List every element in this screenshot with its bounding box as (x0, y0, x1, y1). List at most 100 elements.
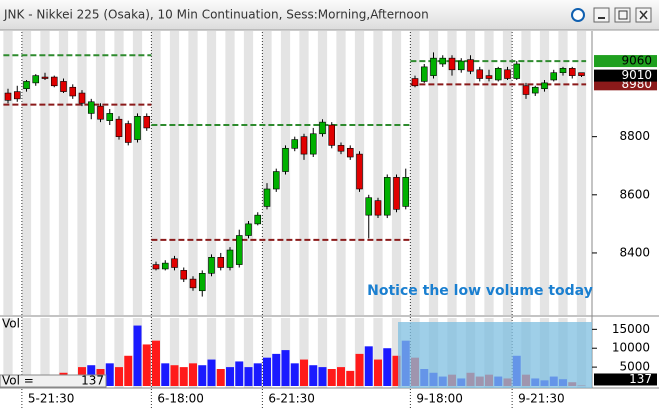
column-stripe (40, 318, 50, 388)
candle-body (439, 57, 447, 65)
last-price-box (594, 69, 657, 82)
y-tick-label: 10000 (612, 341, 650, 355)
link-button[interactable] (571, 8, 585, 22)
volume-bar (235, 361, 244, 386)
candle-body (226, 249, 234, 268)
column-stripe (243, 31, 254, 315)
plot: 5-21:30 6-18:00 6-21:30 9-18:00 9-21:30 8400 8… (0, 32, 657, 410)
highlight-region (398, 322, 592, 388)
candle-body (152, 264, 160, 270)
candle-body (161, 262, 169, 270)
column-stripe (169, 318, 180, 388)
candle-body (171, 258, 178, 268)
column-stripe (95, 318, 106, 388)
column-stripe (225, 31, 235, 315)
volume-readout-label: Vol = (2, 374, 34, 388)
x-tick-label: 9-21:30 (518, 392, 565, 406)
candle-body (448, 57, 456, 71)
column-stripe (206, 31, 217, 315)
candle-body (235, 235, 243, 265)
volume-bar (272, 353, 281, 386)
volume-bar (198, 365, 207, 386)
column-stripe (262, 31, 272, 315)
column-stripe (21, 31, 32, 315)
last-volume-label: 137 (629, 372, 652, 386)
volume-bar (263, 357, 271, 386)
maximize-icon (618, 10, 628, 20)
column-stripe (114, 318, 124, 388)
maximize-button[interactable] (614, 7, 631, 23)
volume-bar (142, 344, 151, 386)
column-stripe (354, 318, 365, 388)
candle-body (550, 72, 558, 81)
volume-bar (355, 353, 364, 386)
y-tick-label: 5000 (619, 360, 650, 374)
minimize-button[interactable] (593, 7, 610, 23)
column-stripe (21, 318, 32, 388)
candle-body (69, 86, 77, 97)
volume-bar (179, 367, 188, 386)
candle-body (300, 136, 308, 155)
candle-body (402, 177, 410, 207)
y-tick-label: 8800 (619, 129, 650, 143)
candle-body (504, 69, 511, 79)
candle-body (272, 171, 280, 190)
y-tick-label: 15000 (612, 322, 650, 336)
column-stripe (465, 31, 476, 315)
candle-body (513, 63, 521, 79)
volume-bar (337, 367, 345, 386)
candle-body (374, 200, 382, 216)
candle-body (467, 59, 474, 72)
candle-body (346, 147, 354, 158)
volume-bar (327, 369, 336, 386)
candle-body (245, 223, 252, 236)
column-stripe (373, 318, 383, 388)
column-stripe (3, 318, 13, 388)
candle-body (115, 118, 123, 137)
close-icon (639, 10, 648, 20)
candle-body (106, 113, 114, 121)
candle-body (365, 197, 373, 216)
volume-readout-value: 137 (81, 374, 104, 388)
candle-body (309, 133, 317, 155)
volume-bar (300, 359, 308, 386)
volume-bar (392, 355, 401, 386)
candle-body (50, 76, 58, 87)
candle-body (78, 92, 86, 104)
column-stripe (206, 318, 217, 388)
column-stripe (373, 31, 383, 315)
volume-bar (105, 363, 114, 386)
column-stripe (151, 31, 161, 315)
candle-body (457, 60, 465, 71)
volume-title: Vol (2, 317, 20, 331)
y-tick-label: 8600 (619, 187, 650, 201)
volume-bar (309, 365, 318, 386)
candle-body (208, 257, 215, 274)
volume-bar (170, 365, 179, 386)
candle-body (559, 68, 567, 74)
volume-bar (253, 363, 262, 386)
column-stripe (132, 31, 143, 315)
volume-bar (346, 370, 355, 386)
candle-body (23, 81, 30, 89)
level-box (594, 55, 657, 68)
candle-body (97, 105, 104, 120)
volume-bar (374, 359, 382, 386)
volume-bar (124, 355, 133, 386)
column-stripe (188, 31, 198, 315)
column-stripe (243, 318, 254, 388)
volume-bar (133, 325, 142, 386)
column-stripe (336, 31, 346, 315)
y-tick-label: 8400 (619, 245, 650, 259)
candle-body (282, 147, 289, 172)
annotation: Notice the low volume today (367, 283, 593, 299)
candle-body (578, 72, 585, 76)
candle-body (420, 66, 428, 82)
candle-body (430, 57, 437, 76)
candle-body (217, 257, 225, 268)
column-stripe (502, 31, 513, 315)
candle-body (189, 278, 197, 289)
column-stripe (77, 31, 87, 315)
last-price-label: 9010 (621, 68, 652, 82)
column-stripe (317, 31, 328, 315)
